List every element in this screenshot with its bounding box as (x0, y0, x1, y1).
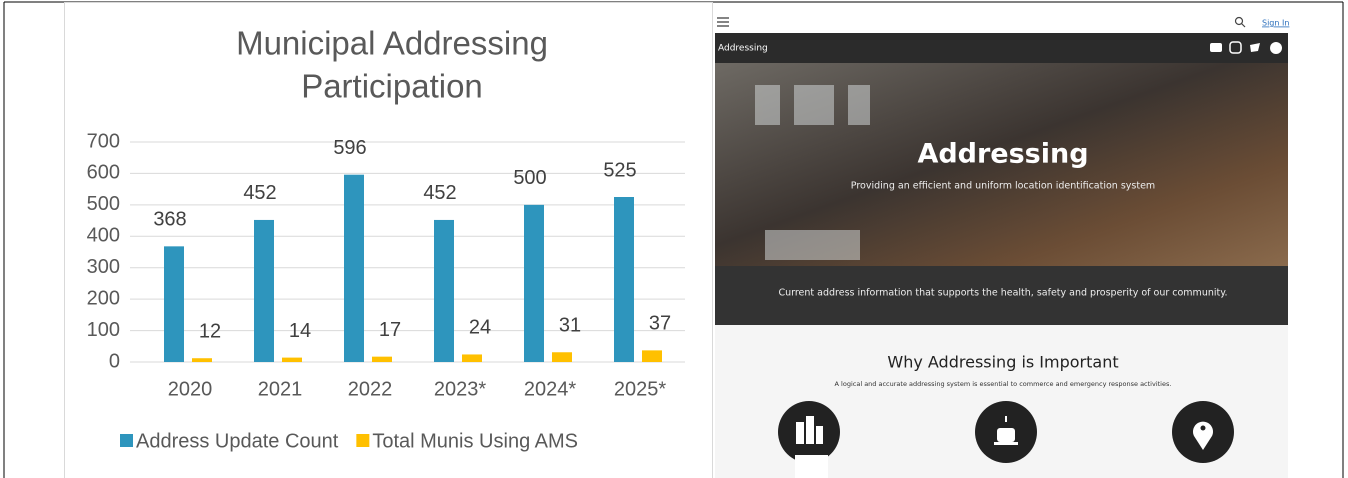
y-tick-label: 0 (109, 350, 120, 372)
menu-icon[interactable] (717, 17, 729, 27)
x-tick-label: 2020 (168, 378, 213, 400)
buildings-glyph (796, 416, 823, 444)
legend-swatch (120, 434, 133, 447)
data-label: 452 (243, 182, 276, 204)
data-label: 368 (153, 209, 186, 231)
section-title: Why Addressing is Important (887, 353, 1118, 372)
chart-title: Participation (301, 68, 483, 105)
overlay-box (795, 455, 828, 478)
bar (344, 174, 364, 362)
data-label: 12 (199, 321, 221, 343)
bar (642, 350, 662, 362)
y-tick-label: 700 (87, 130, 120, 152)
y-tick-label: 200 (87, 287, 120, 309)
hero-title: Addressing (917, 139, 1088, 170)
bar (164, 246, 184, 362)
sign-in-link[interactable]: Sign In (1262, 19, 1289, 28)
y-tick-label: 500 (87, 193, 120, 215)
legend-swatch (356, 434, 370, 447)
header-bar (715, 33, 1288, 63)
bar (192, 358, 212, 362)
bar (372, 356, 392, 362)
bar (434, 219, 454, 362)
y-tick-label: 600 (87, 162, 120, 184)
bar (254, 219, 274, 362)
chart: Municipal Addressing Participation 0 100 2… (87, 25, 685, 452)
legend-label: Total Munis Using AMS (372, 430, 578, 452)
data-label: 596 (333, 137, 366, 159)
banner (715, 266, 1288, 325)
data-label: 14 (289, 320, 311, 342)
data-label: 525 (603, 159, 636, 181)
x-tick-label: 2021 (258, 378, 303, 400)
y-tick-label: 100 (87, 319, 120, 341)
x-tick-label: 2025* (614, 378, 666, 400)
social-icons[interactable] (1210, 41, 1282, 54)
y-tick-label: 300 (87, 256, 120, 278)
x-tick-label: 2022 (348, 378, 393, 400)
x-tick-label: 2023* (434, 378, 486, 400)
website: Sign In Addressing Addressing Providing … (715, 8, 1289, 478)
data-label: 17 (379, 319, 401, 341)
hero-subtitle: Providing an efficient and uniform locat… (851, 181, 1155, 192)
data-label: 500 (513, 167, 546, 189)
data-label: 37 (649, 313, 671, 335)
banner-text: Current address information that support… (778, 288, 1227, 299)
hero-windows (755, 85, 870, 260)
bar (614, 197, 634, 362)
data-label: 31 (559, 315, 581, 337)
bar (282, 357, 302, 362)
bar (524, 204, 544, 362)
section-subtitle: A logical and accurate addressing system… (835, 380, 1172, 388)
bar (552, 352, 572, 362)
legend-label: Address Update Count (136, 430, 339, 452)
data-label: 452 (423, 182, 456, 204)
pin-glyph (1193, 421, 1214, 450)
bar (462, 354, 482, 362)
data-label: 24 (469, 317, 491, 339)
chart-panel (64, 2, 713, 478)
chart-title: Municipal Addressing (236, 25, 548, 62)
pin-hole (1200, 425, 1206, 431)
y-tick-label: 400 (87, 225, 120, 247)
site-title[interactable]: Addressing (718, 44, 768, 54)
siren-glyph (994, 416, 1018, 445)
search-icon[interactable] (1234, 16, 1246, 28)
x-tick-label: 2024* (524, 378, 576, 400)
